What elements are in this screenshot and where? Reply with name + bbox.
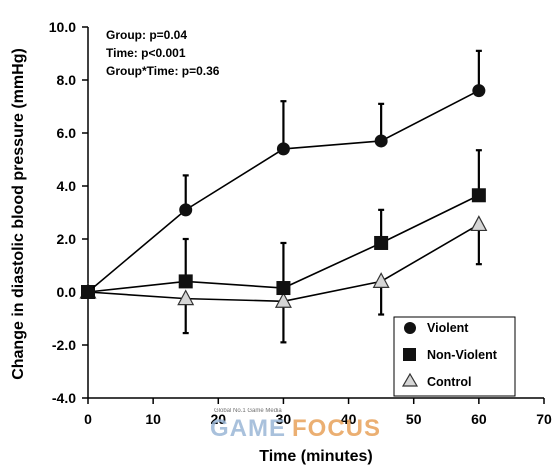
legend-violent-label: Violent (427, 321, 469, 335)
annotation-time: Time: p<0.001 (106, 46, 186, 60)
series-non-violent (81, 149, 486, 299)
data-point-control (177, 289, 195, 306)
data-point-nonviolent (276, 281, 291, 296)
x-tick-label: 50 (406, 411, 422, 427)
x-tick-label: 40 (341, 411, 357, 427)
x-tick-label: 20 (210, 411, 226, 427)
legend-nonviolent-label: Non-Violent (427, 348, 498, 362)
legend: Violent Non-Violent Control (393, 316, 516, 397)
annotation-interaction: Group*Time: p=0.36 (106, 64, 220, 78)
y-tick-label: 8.0 (57, 72, 77, 88)
y-tick-label: -4.0 (52, 390, 76, 406)
data-point-violent (276, 142, 290, 156)
y-tick-label: 0.0 (57, 284, 77, 300)
x-tick-label: 70 (536, 411, 552, 427)
series-violent (81, 49, 486, 299)
y-tick-label: 10.0 (49, 19, 76, 35)
y-axis-title: Change in diastolic blood pressure (mmHg… (10, 48, 27, 380)
data-point-control (470, 215, 488, 232)
series-layer (79, 49, 488, 344)
data-point-violent (179, 203, 193, 217)
watermark: Global No.1 Game Media GAME FOCUS (210, 408, 381, 442)
data-point-control (274, 292, 292, 308)
data-point-violent (374, 134, 388, 148)
data-point-control (372, 272, 390, 288)
x-tick-label: 0 (84, 411, 92, 427)
x-ticks: 0 10 20 30 40 50 60 70 (84, 398, 552, 427)
y-tick-label: 4.0 (57, 178, 77, 194)
legend-control-marker (401, 372, 419, 387)
x-axis-title: Time (minutes) (259, 448, 373, 465)
y-tick-label: -2.0 (52, 337, 76, 353)
x-tick-label: 30 (276, 411, 292, 427)
x-tick-label: 10 (145, 411, 161, 427)
data-point-nonviolent (471, 188, 486, 203)
watermark-tagline: Global No.1 Game Media (214, 408, 282, 414)
y-ticks: -4.0 -2.0 0.0 2.0 4.0 6.0 8.0 10.0 (49, 19, 88, 406)
stats-annotation: Group: p=0.04 Time: p<0.001 Group*Time: … (106, 28, 220, 78)
x-tick-label: 60 (471, 411, 487, 427)
watermark-word-game: GAME (210, 415, 286, 442)
y-tick-label: 6.0 (57, 125, 77, 141)
data-point-violent (472, 84, 486, 98)
data-point-violent (81, 285, 95, 299)
legend-violent-marker (404, 322, 416, 334)
legend-control-label: Control (427, 375, 471, 389)
data-point-nonviolent (178, 274, 193, 289)
legend-nonviolent-marker (403, 348, 416, 361)
data-point-nonviolent (374, 235, 389, 250)
y-tick-label: 2.0 (57, 231, 77, 247)
watermark-word-focus: FOCUS (292, 415, 381, 442)
annotation-group: Group: p=0.04 (106, 28, 187, 42)
